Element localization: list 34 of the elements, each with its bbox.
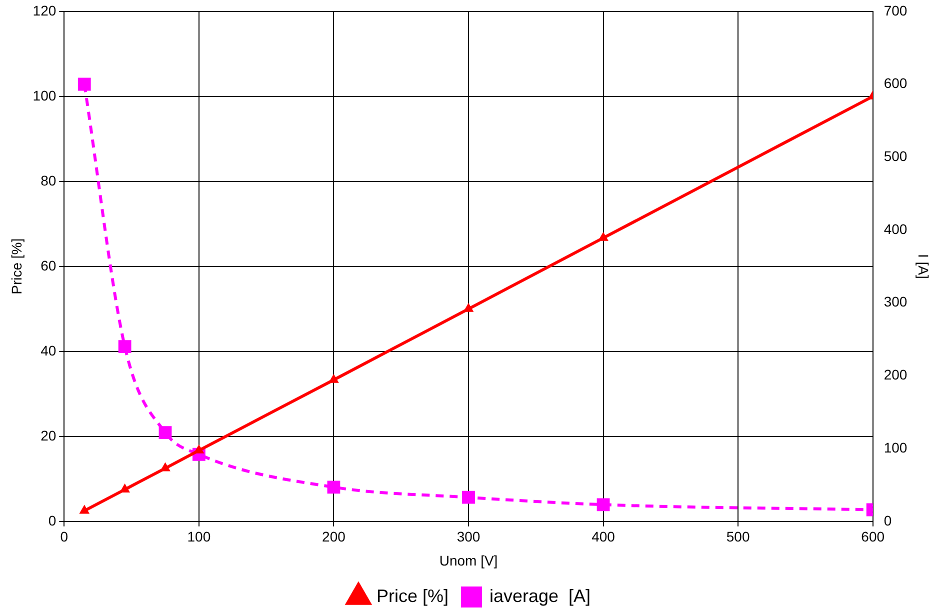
x-tick-label: 600	[861, 528, 885, 545]
point	[118, 340, 132, 353]
legend-label: Price [%]	[376, 586, 448, 606]
point	[464, 304, 473, 312]
x-tick-label: 500	[726, 528, 750, 545]
point	[462, 490, 475, 504]
y-tick-label: 20	[40, 427, 56, 444]
point	[78, 78, 91, 91]
y-tick-label: 60	[40, 257, 56, 274]
x-tick-label: 400	[592, 528, 616, 545]
y-axis-title: Price [%]	[8, 238, 24, 294]
x-tick-label: 300	[456, 528, 480, 545]
y2-axis-title: I [A]	[916, 254, 932, 279]
y-tick-label: 0	[48, 512, 56, 528]
y2-tick-label: 300	[884, 294, 908, 310]
y2-tick-label: 500	[884, 148, 908, 164]
point	[158, 426, 172, 439]
y-tick-label: 100	[32, 87, 56, 104]
x-tick-label: 0	[60, 528, 68, 545]
legend-label: iaverage [A]	[489, 586, 591, 606]
y2-tick-label: 400	[884, 220, 908, 237]
y2-tick-label: 700	[884, 2, 908, 18]
y-tick-label: 120	[32, 2, 56, 18]
y2-tick-label: 200	[884, 366, 908, 383]
x-axis-title: Unom [V]	[439, 552, 498, 568]
y2-tick-label: 0	[884, 512, 892, 528]
y-tick-label: 80	[40, 172, 56, 188]
point	[596, 498, 610, 512]
y-tick-label: 40	[40, 342, 56, 358]
x-tick-label: 100	[187, 528, 211, 545]
x-tick-label: 200	[322, 528, 346, 545]
point	[327, 480, 340, 494]
y2-tick-label: 100	[884, 439, 908, 456]
y2-tick-label: 600	[884, 75, 908, 92]
